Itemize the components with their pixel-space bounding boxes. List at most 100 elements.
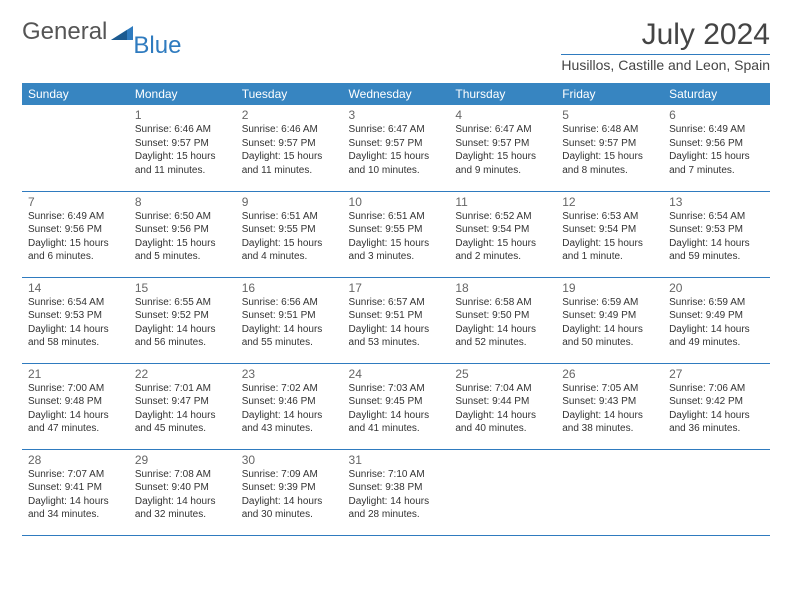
day-info: Sunrise: 6:56 AMSunset: 9:51 PMDaylight:… — [242, 296, 337, 350]
day-info: Sunrise: 6:47 AMSunset: 9:57 PMDaylight:… — [455, 123, 550, 177]
calendar-cell: 5Sunrise: 6:48 AMSunset: 9:57 PMDaylight… — [556, 105, 663, 191]
day-info: Sunrise: 7:02 AMSunset: 9:46 PMDaylight:… — [242, 382, 337, 436]
calendar-cell: 4Sunrise: 6:47 AMSunset: 9:57 PMDaylight… — [449, 105, 556, 191]
day-number: 12 — [562, 195, 657, 209]
day-number: 26 — [562, 367, 657, 381]
calendar-cell — [449, 449, 556, 535]
day-number: 18 — [455, 281, 550, 295]
day-info: Sunrise: 6:49 AMSunset: 9:56 PMDaylight:… — [669, 123, 764, 177]
calendar-cell: 3Sunrise: 6:47 AMSunset: 9:57 PMDaylight… — [343, 105, 450, 191]
calendar-cell: 10Sunrise: 6:51 AMSunset: 9:55 PMDayligh… — [343, 191, 450, 277]
col-sunday: Sunday — [22, 83, 129, 105]
day-info: Sunrise: 6:54 AMSunset: 9:53 PMDaylight:… — [28, 296, 123, 350]
day-info: Sunrise: 7:00 AMSunset: 9:48 PMDaylight:… — [28, 382, 123, 436]
day-number: 22 — [135, 367, 230, 381]
calendar-row: 21Sunrise: 7:00 AMSunset: 9:48 PMDayligh… — [22, 363, 770, 449]
day-info: Sunrise: 7:01 AMSunset: 9:47 PMDaylight:… — [135, 382, 230, 436]
logo-blue: Blue — [133, 32, 181, 60]
calendar-cell: 27Sunrise: 7:06 AMSunset: 9:42 PMDayligh… — [663, 363, 770, 449]
day-number: 10 — [349, 195, 444, 209]
calendar-cell: 23Sunrise: 7:02 AMSunset: 9:46 PMDayligh… — [236, 363, 343, 449]
day-info: Sunrise: 6:59 AMSunset: 9:49 PMDaylight:… — [669, 296, 764, 350]
day-info: Sunrise: 6:59 AMSunset: 9:49 PMDaylight:… — [562, 296, 657, 350]
day-number: 29 — [135, 453, 230, 467]
day-info: Sunrise: 6:47 AMSunset: 9:57 PMDaylight:… — [349, 123, 444, 177]
day-info: Sunrise: 7:03 AMSunset: 9:45 PMDaylight:… — [349, 382, 444, 436]
day-info: Sunrise: 7:05 AMSunset: 9:43 PMDaylight:… — [562, 382, 657, 436]
calendar-cell — [556, 449, 663, 535]
day-number: 5 — [562, 108, 657, 122]
calendar-cell: 7Sunrise: 6:49 AMSunset: 9:56 PMDaylight… — [22, 191, 129, 277]
calendar-cell: 26Sunrise: 7:05 AMSunset: 9:43 PMDayligh… — [556, 363, 663, 449]
day-info: Sunrise: 6:58 AMSunset: 9:50 PMDaylight:… — [455, 296, 550, 350]
day-number: 19 — [562, 281, 657, 295]
col-wednesday: Wednesday — [343, 83, 450, 105]
calendar-cell: 18Sunrise: 6:58 AMSunset: 9:50 PMDayligh… — [449, 277, 556, 363]
day-info: Sunrise: 6:55 AMSunset: 9:52 PMDaylight:… — [135, 296, 230, 350]
calendar-cell: 15Sunrise: 6:55 AMSunset: 9:52 PMDayligh… — [129, 277, 236, 363]
calendar-cell — [663, 449, 770, 535]
page-header: General Blue July 2024 Husillos, Castill… — [22, 18, 770, 73]
day-info: Sunrise: 6:51 AMSunset: 9:55 PMDaylight:… — [242, 210, 337, 264]
calendar-cell: 14Sunrise: 6:54 AMSunset: 9:53 PMDayligh… — [22, 277, 129, 363]
title-block: July 2024 Husillos, Castille and Leon, S… — [561, 18, 770, 73]
day-info: Sunrise: 7:08 AMSunset: 9:40 PMDaylight:… — [135, 468, 230, 522]
col-monday: Monday — [129, 83, 236, 105]
day-number: 11 — [455, 195, 550, 209]
day-info: Sunrise: 7:07 AMSunset: 9:41 PMDaylight:… — [28, 468, 123, 522]
calendar-cell: 8Sunrise: 6:50 AMSunset: 9:56 PMDaylight… — [129, 191, 236, 277]
calendar-cell: 31Sunrise: 7:10 AMSunset: 9:38 PMDayligh… — [343, 449, 450, 535]
calendar-header-row: Sunday Monday Tuesday Wednesday Thursday… — [22, 83, 770, 105]
day-number: 28 — [28, 453, 123, 467]
day-number: 15 — [135, 281, 230, 295]
day-number: 1 — [135, 108, 230, 122]
col-tuesday: Tuesday — [236, 83, 343, 105]
calendar-cell: 29Sunrise: 7:08 AMSunset: 9:40 PMDayligh… — [129, 449, 236, 535]
calendar-cell: 30Sunrise: 7:09 AMSunset: 9:39 PMDayligh… — [236, 449, 343, 535]
calendar-cell: 13Sunrise: 6:54 AMSunset: 9:53 PMDayligh… — [663, 191, 770, 277]
calendar-cell: 22Sunrise: 7:01 AMSunset: 9:47 PMDayligh… — [129, 363, 236, 449]
day-number: 2 — [242, 108, 337, 122]
calendar-cell: 16Sunrise: 6:56 AMSunset: 9:51 PMDayligh… — [236, 277, 343, 363]
day-number: 27 — [669, 367, 764, 381]
day-info: Sunrise: 7:06 AMSunset: 9:42 PMDaylight:… — [669, 382, 764, 436]
day-info: Sunrise: 6:46 AMSunset: 9:57 PMDaylight:… — [242, 123, 337, 177]
day-info: Sunrise: 6:50 AMSunset: 9:56 PMDaylight:… — [135, 210, 230, 264]
day-number: 16 — [242, 281, 337, 295]
calendar-row: 1Sunrise: 6:46 AMSunset: 9:57 PMDaylight… — [22, 105, 770, 191]
day-info: Sunrise: 7:04 AMSunset: 9:44 PMDaylight:… — [455, 382, 550, 436]
day-info: Sunrise: 6:46 AMSunset: 9:57 PMDaylight:… — [135, 123, 230, 177]
calendar-cell — [22, 105, 129, 191]
day-info: Sunrise: 7:09 AMSunset: 9:39 PMDaylight:… — [242, 468, 337, 522]
day-number: 9 — [242, 195, 337, 209]
calendar-cell: 19Sunrise: 6:59 AMSunset: 9:49 PMDayligh… — [556, 277, 663, 363]
col-friday: Friday — [556, 83, 663, 105]
calendar-row: 14Sunrise: 6:54 AMSunset: 9:53 PMDayligh… — [22, 277, 770, 363]
calendar-table: Sunday Monday Tuesday Wednesday Thursday… — [22, 83, 770, 536]
calendar-cell: 24Sunrise: 7:03 AMSunset: 9:45 PMDayligh… — [343, 363, 450, 449]
calendar-cell: 2Sunrise: 6:46 AMSunset: 9:57 PMDaylight… — [236, 105, 343, 191]
day-number: 8 — [135, 195, 230, 209]
day-number: 21 — [28, 367, 123, 381]
day-info: Sunrise: 6:52 AMSunset: 9:54 PMDaylight:… — [455, 210, 550, 264]
day-info: Sunrise: 6:49 AMSunset: 9:56 PMDaylight:… — [28, 210, 123, 264]
calendar-cell: 1Sunrise: 6:46 AMSunset: 9:57 PMDaylight… — [129, 105, 236, 191]
day-number: 3 — [349, 108, 444, 122]
calendar-cell: 9Sunrise: 6:51 AMSunset: 9:55 PMDaylight… — [236, 191, 343, 277]
calendar-body: 1Sunrise: 6:46 AMSunset: 9:57 PMDaylight… — [22, 105, 770, 535]
day-number: 14 — [28, 281, 123, 295]
day-number: 25 — [455, 367, 550, 381]
calendar-cell: 20Sunrise: 6:59 AMSunset: 9:49 PMDayligh… — [663, 277, 770, 363]
logo-general: General — [22, 18, 107, 46]
day-number: 13 — [669, 195, 764, 209]
day-number: 6 — [669, 108, 764, 122]
day-number: 4 — [455, 108, 550, 122]
calendar-cell: 25Sunrise: 7:04 AMSunset: 9:44 PMDayligh… — [449, 363, 556, 449]
day-number: 7 — [28, 195, 123, 209]
title-divider — [561, 54, 770, 55]
calendar-cell: 6Sunrise: 6:49 AMSunset: 9:56 PMDaylight… — [663, 105, 770, 191]
location-text: Husillos, Castille and Leon, Spain — [561, 57, 770, 73]
day-info: Sunrise: 6:57 AMSunset: 9:51 PMDaylight:… — [349, 296, 444, 350]
day-number: 20 — [669, 281, 764, 295]
calendar-cell: 21Sunrise: 7:00 AMSunset: 9:48 PMDayligh… — [22, 363, 129, 449]
